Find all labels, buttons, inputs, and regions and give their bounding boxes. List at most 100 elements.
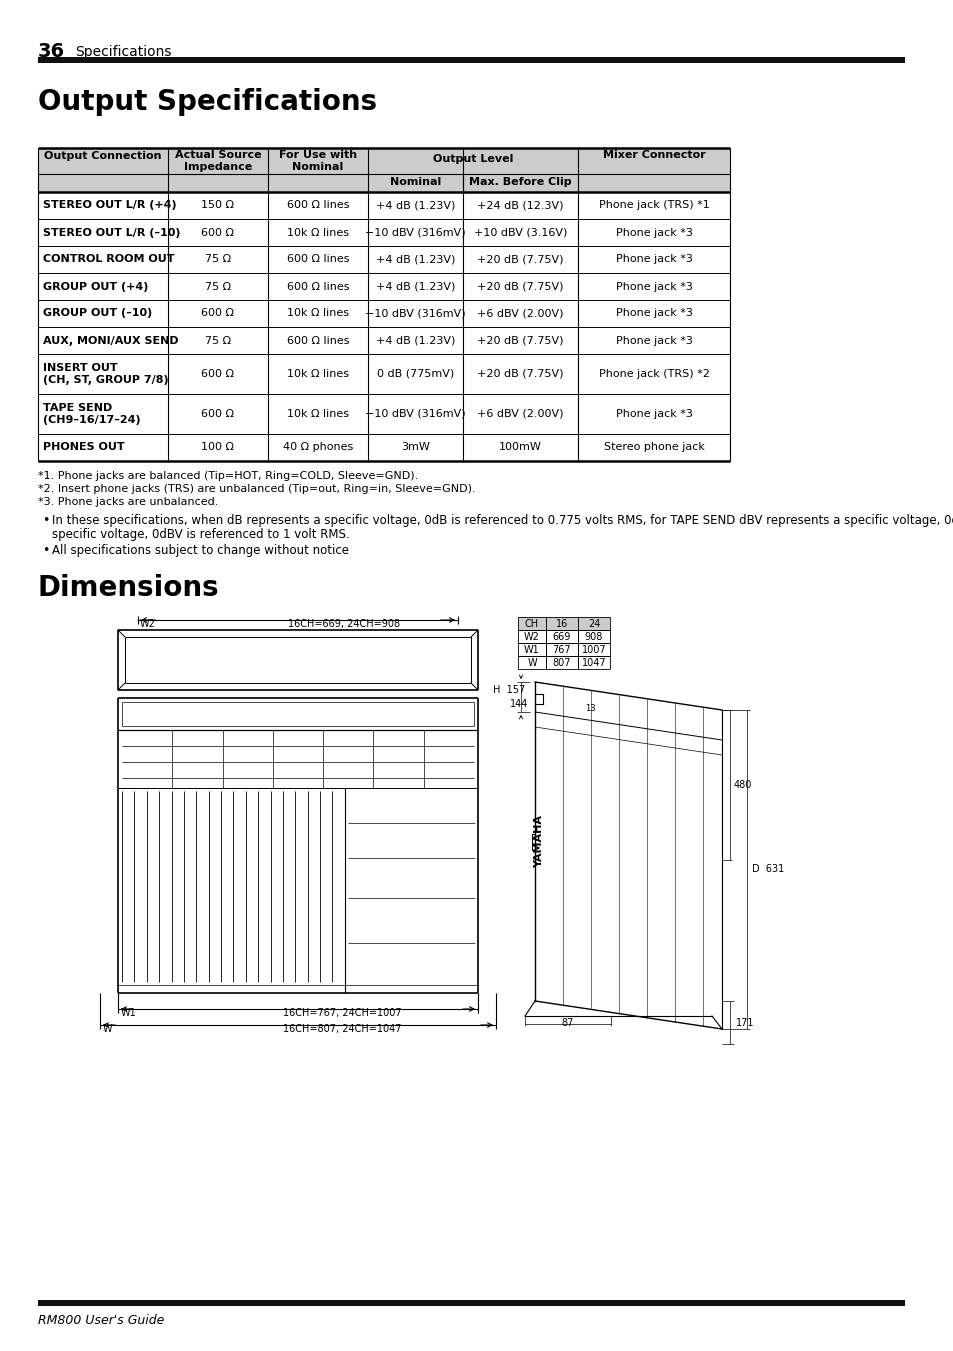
Text: CONTROL ROOM OUT: CONTROL ROOM OUT (43, 254, 174, 265)
Text: −10 dBV (316mV): −10 dBV (316mV) (365, 409, 465, 419)
Text: 600 Ω lines: 600 Ω lines (287, 335, 349, 346)
Text: 40 Ω phones: 40 Ω phones (283, 443, 353, 453)
Text: Stereo phone jack: Stereo phone jack (603, 443, 703, 453)
Text: Max. Before Clip: Max. Before Clip (469, 177, 571, 186)
Text: 75 Ω: 75 Ω (205, 281, 231, 292)
Text: +20 dB (7.75V): +20 dB (7.75V) (476, 369, 563, 380)
Text: Output Connection: Output Connection (44, 151, 162, 161)
Text: −10 dBV (316mV): −10 dBV (316mV) (365, 308, 465, 319)
Text: +6 dBV (2.00V): +6 dBV (2.00V) (476, 409, 563, 419)
Text: 16CH=807, 24CH=1047: 16CH=807, 24CH=1047 (283, 1024, 401, 1034)
Text: specific voltage, 0dBV is referenced to 1 volt RMS.: specific voltage, 0dBV is referenced to … (52, 528, 349, 540)
Text: 600 Ω lines: 600 Ω lines (287, 281, 349, 292)
Text: 10k Ω lines: 10k Ω lines (287, 227, 349, 238)
Text: Output Specifications: Output Specifications (38, 88, 376, 116)
Text: PHONES OUT: PHONES OUT (43, 443, 125, 453)
Text: 87: 87 (561, 1019, 574, 1028)
Text: 1047: 1047 (581, 658, 606, 667)
Text: W: W (103, 1024, 112, 1034)
Text: W: W (527, 658, 537, 667)
Text: +4 dB (1.23V): +4 dB (1.23V) (375, 254, 455, 265)
Text: H  157: H 157 (493, 685, 525, 694)
Text: Phone jack *3: Phone jack *3 (615, 308, 692, 319)
Text: W1: W1 (121, 1008, 136, 1019)
Text: GROUP OUT (+4): GROUP OUT (+4) (43, 281, 149, 292)
Text: 24: 24 (587, 619, 599, 630)
Text: 600 Ω: 600 Ω (201, 409, 234, 419)
Text: 36: 36 (38, 42, 65, 61)
Text: 100 Ω: 100 Ω (201, 443, 234, 453)
Text: Phone jack *3: Phone jack *3 (615, 281, 692, 292)
Text: *1. Phone jacks are balanced (Tip=HOT, Ring=COLD, Sleeve=GND).: *1. Phone jacks are balanced (Tip=HOT, R… (38, 471, 417, 481)
Text: 75 Ω: 75 Ω (205, 335, 231, 346)
Bar (38, 149, 729, 192)
Text: 600 Ω: 600 Ω (201, 227, 234, 238)
Text: GROUP OUT (–10): GROUP OUT (–10) (43, 308, 152, 319)
Text: TAPE SEND
(CH9–16/17–24): TAPE SEND (CH9–16/17–24) (43, 403, 140, 424)
Text: 908: 908 (584, 632, 602, 642)
Text: +20 dB (7.75V): +20 dB (7.75V) (476, 254, 563, 265)
Text: *3. Phone jacks are unbalanced.: *3. Phone jacks are unbalanced. (38, 497, 218, 507)
Text: +4 dB (1.23V): +4 dB (1.23V) (375, 335, 455, 346)
Text: W2: W2 (523, 632, 539, 642)
Text: 600 Ω: 600 Ω (201, 369, 234, 380)
Text: 100mW: 100mW (498, 443, 541, 453)
Text: STEREO OUT L/R (–10): STEREO OUT L/R (–10) (43, 227, 180, 238)
Text: +4 dB (1.23V): +4 dB (1.23V) (375, 200, 455, 211)
Text: 3mW: 3mW (400, 443, 430, 453)
Text: D  631: D 631 (751, 865, 783, 874)
Text: Phone jack *3: Phone jack *3 (615, 335, 692, 346)
Text: 669: 669 (552, 632, 571, 642)
Text: 600 Ω lines: 600 Ω lines (287, 200, 349, 211)
Text: Phone jack (TRS) *2: Phone jack (TRS) *2 (598, 369, 709, 380)
Text: +6 dBV (2.00V): +6 dBV (2.00V) (476, 308, 563, 319)
Text: Dimensions: Dimensions (38, 574, 219, 603)
Text: 480: 480 (733, 780, 752, 790)
Text: Phone jack *3: Phone jack *3 (615, 254, 692, 265)
Text: AUX, MONI/AUX SEND: AUX, MONI/AUX SEND (43, 335, 178, 346)
Text: Output Level: Output Level (433, 154, 513, 163)
Text: Specifications: Specifications (75, 45, 172, 59)
Text: *2. Insert phone jacks (TRS) are unbalanced (Tip=out, Ring=in, Sleeve=GND).: *2. Insert phone jacks (TRS) are unbalan… (38, 484, 476, 494)
Text: 75 Ω: 75 Ω (205, 254, 231, 265)
Text: Actual Source
Impedance: Actual Source Impedance (174, 150, 261, 172)
Text: STEREO OUT L/R (+4): STEREO OUT L/R (+4) (43, 200, 176, 211)
Bar (38, 57, 904, 63)
Text: +4 dB (1.23V): +4 dB (1.23V) (375, 281, 455, 292)
Text: 600 Ω lines: 600 Ω lines (287, 254, 349, 265)
Text: Phone jack *3: Phone jack *3 (615, 409, 692, 419)
Text: YAMAHA: YAMAHA (534, 815, 543, 867)
Text: +24 dB (12.3V): +24 dB (12.3V) (476, 200, 563, 211)
Text: 10k Ω lines: 10k Ω lines (287, 409, 349, 419)
Text: 0 dB (775mV): 0 dB (775mV) (376, 369, 454, 380)
Text: 16CH=669, 24CH=908: 16CH=669, 24CH=908 (288, 619, 399, 630)
Text: For Use with
Nominal: For Use with Nominal (278, 150, 356, 172)
Text: +10 dBV (3.16V): +10 dBV (3.16V) (474, 227, 567, 238)
Text: 10k Ω lines: 10k Ω lines (287, 369, 349, 380)
Text: Nominal: Nominal (390, 177, 440, 186)
Bar (38, 1300, 904, 1306)
Text: 807: 807 (552, 658, 571, 667)
Text: •: • (42, 513, 50, 527)
Text: 1007: 1007 (581, 644, 606, 655)
Text: W1: W1 (523, 644, 539, 655)
Text: 767: 767 (552, 644, 571, 655)
Text: INSERT OUT
(CH, ST, GROUP 7/8): INSERT OUT (CH, ST, GROUP 7/8) (43, 363, 169, 385)
Text: 171: 171 (735, 1017, 754, 1028)
Text: +20 dB (7.75V): +20 dB (7.75V) (476, 281, 563, 292)
Text: 150 Ω: 150 Ω (201, 200, 234, 211)
Text: 144: 144 (510, 698, 528, 709)
Text: Mixer Connector: Mixer Connector (602, 150, 704, 159)
Text: 10k Ω lines: 10k Ω lines (287, 308, 349, 319)
Text: In these specifications, when dB represents a specific voltage, 0dB is reference: In these specifications, when dB represe… (52, 513, 953, 527)
Text: W2: W2 (140, 619, 155, 630)
Text: RM800 User's Guide: RM800 User's Guide (38, 1315, 164, 1327)
Text: Phone jack *3: Phone jack *3 (615, 227, 692, 238)
Text: +20 dB (7.75V): +20 dB (7.75V) (476, 335, 563, 346)
Text: −10 dBV (316mV): −10 dBV (316mV) (365, 227, 465, 238)
Bar (517, 617, 609, 630)
Text: 16CH=767, 24CH=1007: 16CH=767, 24CH=1007 (283, 1008, 401, 1019)
Text: 16: 16 (556, 619, 568, 630)
Text: 13: 13 (584, 704, 595, 713)
Text: 600 Ω: 600 Ω (201, 308, 234, 319)
